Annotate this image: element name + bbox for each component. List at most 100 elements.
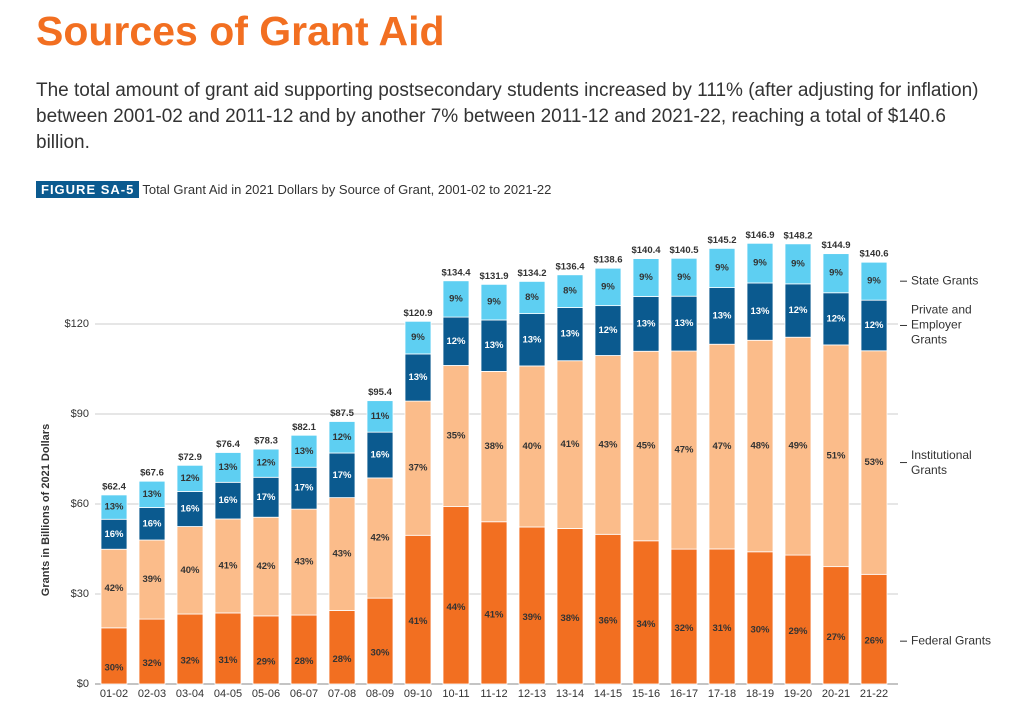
total-label: $95.4 bbox=[368, 387, 392, 398]
y-tick-label: $0 bbox=[77, 678, 89, 690]
legend-label: Federal Grants bbox=[911, 633, 992, 648]
bar-segment bbox=[214, 481, 242, 520]
x-tick-label: 02-03 bbox=[138, 688, 166, 700]
bar-segment bbox=[632, 540, 660, 685]
bar-segment bbox=[176, 464, 204, 492]
total-label: $131.9 bbox=[479, 271, 508, 282]
bar-segment bbox=[290, 614, 318, 685]
bar-segment bbox=[480, 283, 508, 321]
segment-label: 43% bbox=[294, 557, 314, 568]
bar-segment bbox=[252, 516, 280, 617]
x-tick-label: 01-02 bbox=[100, 688, 128, 700]
legend-label: State Grants bbox=[911, 273, 979, 288]
bar-segment bbox=[214, 518, 242, 614]
segment-label: 39% bbox=[142, 574, 162, 585]
bar-segment bbox=[404, 534, 432, 685]
segment-label: 38% bbox=[560, 613, 580, 624]
segment-label: 9% bbox=[791, 258, 805, 269]
segment-label: 37% bbox=[408, 463, 428, 474]
bar-segment bbox=[176, 613, 204, 685]
x-tick-label: 17-18 bbox=[708, 688, 736, 700]
segment-label: 12% bbox=[332, 432, 352, 443]
segment-label: 16% bbox=[218, 495, 238, 506]
total-label: $145.2 bbox=[707, 235, 736, 246]
segment-label: 30% bbox=[104, 662, 124, 673]
segment-label: 12% bbox=[598, 325, 618, 336]
segment-label: 32% bbox=[180, 656, 200, 667]
bar-segment bbox=[100, 494, 128, 520]
total-label: $72.9 bbox=[178, 452, 202, 463]
segment-label: 35% bbox=[446, 431, 466, 442]
bar-segment bbox=[366, 400, 394, 433]
x-tick-label: 15-16 bbox=[632, 688, 660, 700]
segment-label: 47% bbox=[674, 445, 694, 456]
bar-segment bbox=[670, 295, 698, 352]
segment-label: 29% bbox=[788, 626, 808, 637]
x-tick-label: 21-22 bbox=[860, 688, 888, 700]
segment-label: 16% bbox=[142, 518, 162, 529]
bar-segment bbox=[480, 370, 508, 523]
segment-label: 9% bbox=[601, 281, 615, 292]
x-tick-label: 08-09 bbox=[366, 688, 394, 700]
bar-segment bbox=[556, 274, 584, 308]
segment-label: 51% bbox=[826, 450, 846, 461]
segment-label: 38% bbox=[484, 441, 504, 452]
total-label: $82.1 bbox=[292, 422, 316, 433]
segment-label: 28% bbox=[332, 654, 352, 665]
segment-label: 40% bbox=[180, 565, 200, 576]
segment-label: 13% bbox=[674, 318, 694, 329]
segment-label: 48% bbox=[750, 441, 770, 452]
x-tick-label: 03-04 bbox=[176, 688, 204, 700]
bar-segment bbox=[518, 365, 546, 528]
segment-label: 9% bbox=[829, 268, 843, 279]
segment-label: 8% bbox=[525, 292, 539, 303]
bar-segment bbox=[632, 296, 660, 352]
total-label: $78.3 bbox=[254, 436, 278, 447]
bar-segment bbox=[670, 257, 698, 297]
total-label: $134.2 bbox=[517, 268, 546, 279]
total-label: $138.6 bbox=[593, 255, 622, 266]
segment-label: 9% bbox=[639, 272, 653, 283]
bar-segment bbox=[328, 610, 356, 685]
bar-segment bbox=[442, 365, 470, 507]
bar-segment bbox=[822, 344, 850, 568]
bar-segment bbox=[708, 548, 736, 685]
bar-segment bbox=[784, 554, 812, 685]
description: The total amount of grant aid supporting… bbox=[36, 80, 979, 153]
segment-label: 16% bbox=[370, 450, 390, 461]
bar-segment bbox=[860, 573, 888, 685]
bar-segment bbox=[746, 242, 774, 284]
segment-label: 13% bbox=[712, 310, 732, 321]
segment-label: 9% bbox=[677, 272, 691, 283]
segment-label: 30% bbox=[370, 648, 390, 659]
y-tick-label: $90 bbox=[71, 408, 89, 420]
segment-label: 12% bbox=[180, 473, 200, 484]
segment-label: 13% bbox=[408, 372, 428, 383]
segment-label: 31% bbox=[218, 655, 238, 666]
figure-heading: FIGURE SA-5 Total Grant Aid in 2021 Dolla… bbox=[36, 181, 552, 198]
bar-segment bbox=[594, 533, 622, 685]
chart-title: Total Grant Aid in 2021 Dollars by Sourc… bbox=[142, 182, 552, 197]
bar-segment bbox=[252, 476, 280, 518]
total-label: $146.9 bbox=[745, 230, 774, 241]
x-tick-label: 11-12 bbox=[480, 688, 507, 700]
bar-segment bbox=[746, 551, 774, 685]
segment-label: 12% bbox=[446, 336, 466, 347]
bar-segment bbox=[214, 452, 242, 483]
total-label: $134.4 bbox=[441, 267, 471, 278]
segment-label: 31% bbox=[712, 623, 732, 634]
bar-segment bbox=[404, 320, 432, 355]
bar-segment bbox=[176, 526, 204, 615]
bar-segment bbox=[290, 508, 318, 616]
segment-label: 9% bbox=[867, 276, 881, 287]
bar-segment bbox=[822, 566, 850, 685]
bar-segment bbox=[442, 506, 470, 685]
segment-label: 28% bbox=[294, 656, 314, 667]
segment-label: 41% bbox=[218, 560, 238, 571]
bar-segment bbox=[518, 280, 546, 315]
segment-label: 40% bbox=[522, 441, 542, 452]
total-label: $140.6 bbox=[859, 249, 888, 260]
x-tick-label: 19-20 bbox=[784, 688, 812, 700]
